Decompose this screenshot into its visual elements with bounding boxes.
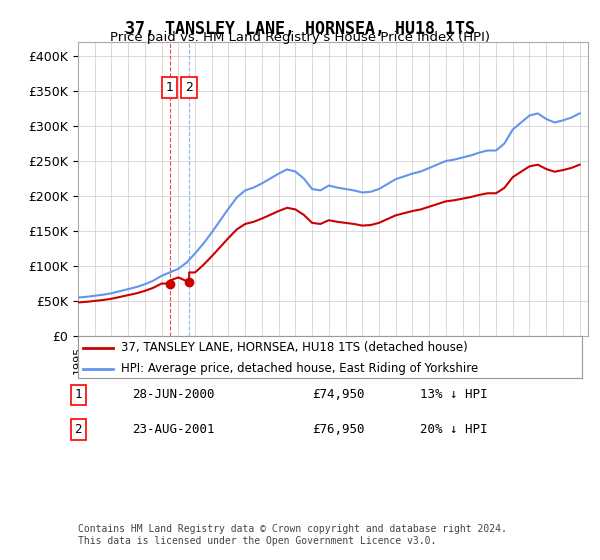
Text: 28-JUN-2000: 28-JUN-2000 <box>132 388 215 402</box>
Text: 1: 1 <box>74 388 82 402</box>
Text: Contains HM Land Registry data © Crown copyright and database right 2024.
This d: Contains HM Land Registry data © Crown c… <box>78 524 507 546</box>
Text: £74,950: £74,950 <box>312 388 365 402</box>
Text: 23-AUG-2001: 23-AUG-2001 <box>132 423 215 436</box>
Text: 37, TANSLEY LANE, HORNSEA, HU18 1TS (detached house): 37, TANSLEY LANE, HORNSEA, HU18 1TS (det… <box>121 341 467 354</box>
Text: 2: 2 <box>185 81 193 94</box>
Text: 1: 1 <box>166 81 174 94</box>
Text: HPI: Average price, detached house, East Riding of Yorkshire: HPI: Average price, detached house, East… <box>121 362 478 375</box>
Text: Price paid vs. HM Land Registry's House Price Index (HPI): Price paid vs. HM Land Registry's House … <box>110 31 490 44</box>
Text: 13% ↓ HPI: 13% ↓ HPI <box>420 388 487 402</box>
Text: £76,950: £76,950 <box>312 423 365 436</box>
Text: 20% ↓ HPI: 20% ↓ HPI <box>420 423 487 436</box>
Text: 37, TANSLEY LANE, HORNSEA, HU18 1TS: 37, TANSLEY LANE, HORNSEA, HU18 1TS <box>125 20 475 38</box>
Text: 2: 2 <box>74 423 82 436</box>
